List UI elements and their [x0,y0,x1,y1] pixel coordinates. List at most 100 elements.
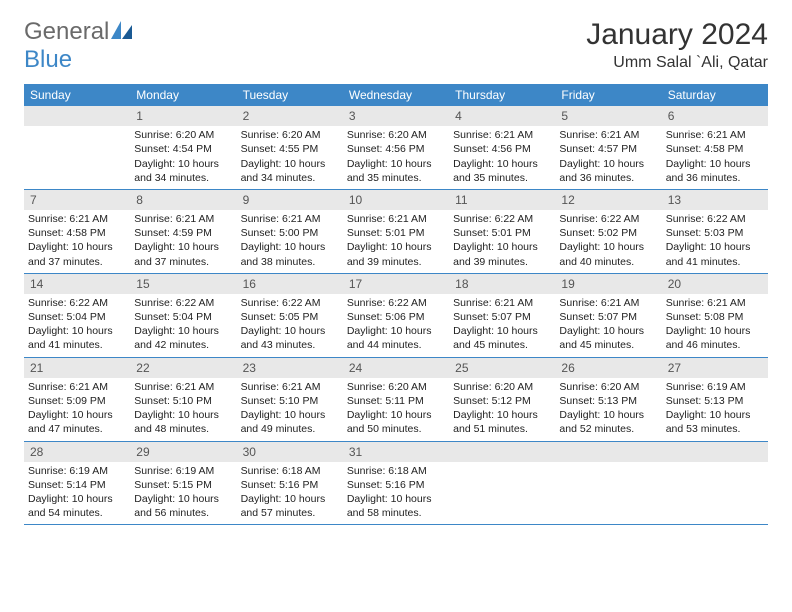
day-sunset: Sunset: 5:06 PM [347,310,445,324]
day-sunset: Sunset: 4:56 PM [453,142,551,156]
day-daylight1: Daylight: 10 hours [241,240,339,254]
day-daylight2: and 36 minutes. [666,171,764,185]
day-sunrise: Sunrise: 6:21 AM [241,212,339,226]
day-daylight1: Daylight: 10 hours [134,408,232,422]
day-cell: 29Sunrise: 6:19 AMSunset: 5:15 PMDayligh… [130,442,236,525]
day-sunrise: Sunrise: 6:21 AM [453,128,551,142]
week-row: 7Sunrise: 6:21 AMSunset: 4:58 PMDaylight… [24,190,768,274]
header: General January 2024 Umm Salal `Ali, Qat… [24,18,768,72]
day-body: Sunrise: 6:21 AMSunset: 5:10 PMDaylight:… [237,378,343,441]
day-sunrise: Sunrise: 6:21 AM [453,296,551,310]
day-daylight2: and 48 minutes. [134,422,232,436]
day-daylight1: Daylight: 10 hours [453,324,551,338]
day-cell: 8Sunrise: 6:21 AMSunset: 4:59 PMDaylight… [130,190,236,273]
day-daylight2: and 40 minutes. [559,255,657,269]
day-cell: 9Sunrise: 6:21 AMSunset: 5:00 PMDaylight… [237,190,343,273]
day-number: 20 [662,274,768,294]
day-body: Sunrise: 6:21 AMSunset: 4:58 PMDaylight:… [662,126,768,189]
day-daylight1: Daylight: 10 hours [241,324,339,338]
day-sunset: Sunset: 4:56 PM [347,142,445,156]
day-number: 18 [449,274,555,294]
logo: General [24,18,133,46]
day-number: 7 [24,190,130,210]
day-number: 14 [24,274,130,294]
day-cell: 11Sunrise: 6:22 AMSunset: 5:01 PMDayligh… [449,190,555,273]
day-number: 25 [449,358,555,378]
day-sunrise: Sunrise: 6:21 AM [28,380,126,394]
day-daylight2: and 46 minutes. [666,338,764,352]
day-cell: 19Sunrise: 6:21 AMSunset: 5:07 PMDayligh… [555,274,661,357]
day-daylight1: Daylight: 10 hours [559,324,657,338]
day-cell: 24Sunrise: 6:20 AMSunset: 5:11 PMDayligh… [343,358,449,441]
day-cell [662,442,768,525]
day-body: Sunrise: 6:20 AMSunset: 5:11 PMDaylight:… [343,378,449,441]
day-sunset: Sunset: 5:07 PM [453,310,551,324]
day-number: 5 [555,106,661,126]
day-number: 19 [555,274,661,294]
day-body: Sunrise: 6:20 AMSunset: 5:13 PMDaylight:… [555,378,661,441]
day-cell: 1Sunrise: 6:20 AMSunset: 4:54 PMDaylight… [130,106,236,189]
day-sunrise: Sunrise: 6:21 AM [28,212,126,226]
day-body: Sunrise: 6:21 AMSunset: 5:07 PMDaylight:… [449,294,555,357]
day-sunset: Sunset: 5:09 PM [28,394,126,408]
day-sunset: Sunset: 5:03 PM [666,226,764,240]
day-number: 8 [130,190,236,210]
day-body: Sunrise: 6:21 AMSunset: 4:56 PMDaylight:… [449,126,555,189]
day-cell: 25Sunrise: 6:20 AMSunset: 5:12 PMDayligh… [449,358,555,441]
day-daylight1: Daylight: 10 hours [28,492,126,506]
day-daylight2: and 39 minutes. [347,255,445,269]
day-sunrise: Sunrise: 6:21 AM [134,380,232,394]
day-sunrise: Sunrise: 6:20 AM [453,380,551,394]
day-sunrise: Sunrise: 6:20 AM [559,380,657,394]
calendar: SundayMondayTuesdayWednesdayThursdayFrid… [24,84,768,525]
weekday-header: Thursday [449,84,555,106]
day-cell: 27Sunrise: 6:19 AMSunset: 5:13 PMDayligh… [662,358,768,441]
day-sunset: Sunset: 5:13 PM [559,394,657,408]
day-body: Sunrise: 6:20 AMSunset: 4:55 PMDaylight:… [237,126,343,189]
day-daylight2: and 47 minutes. [28,422,126,436]
day-body: Sunrise: 6:18 AMSunset: 5:16 PMDaylight:… [237,462,343,525]
week-row: 21Sunrise: 6:21 AMSunset: 5:09 PMDayligh… [24,358,768,442]
day-daylight1: Daylight: 10 hours [347,240,445,254]
day-body: Sunrise: 6:21 AMSunset: 5:00 PMDaylight:… [237,210,343,273]
day-number: 10 [343,190,449,210]
weekday-header: Tuesday [237,84,343,106]
day-body: Sunrise: 6:22 AMSunset: 5:06 PMDaylight:… [343,294,449,357]
day-daylight2: and 50 minutes. [347,422,445,436]
day-daylight2: and 49 minutes. [241,422,339,436]
day-daylight2: and 36 minutes. [559,171,657,185]
day-cell: 28Sunrise: 6:19 AMSunset: 5:14 PMDayligh… [24,442,130,525]
day-daylight2: and 41 minutes. [666,255,764,269]
logo-text-1: General [24,18,109,46]
day-cell: 18Sunrise: 6:21 AMSunset: 5:07 PMDayligh… [449,274,555,357]
day-daylight1: Daylight: 10 hours [134,240,232,254]
day-sunset: Sunset: 5:04 PM [134,310,232,324]
day-daylight2: and 41 minutes. [28,338,126,352]
day-body: Sunrise: 6:21 AMSunset: 5:08 PMDaylight:… [662,294,768,357]
day-daylight1: Daylight: 10 hours [559,408,657,422]
day-sunset: Sunset: 5:05 PM [241,310,339,324]
day-sunset: Sunset: 5:10 PM [134,394,232,408]
day-sunrise: Sunrise: 6:22 AM [666,212,764,226]
day-daylight1: Daylight: 10 hours [134,157,232,171]
weekday-header: Saturday [662,84,768,106]
day-body: Sunrise: 6:21 AMSunset: 4:59 PMDaylight:… [130,210,236,273]
day-cell: 23Sunrise: 6:21 AMSunset: 5:10 PMDayligh… [237,358,343,441]
day-sunrise: Sunrise: 6:20 AM [347,380,445,394]
day-body: Sunrise: 6:19 AMSunset: 5:15 PMDaylight:… [130,462,236,525]
day-number-empty [24,106,130,126]
day-number-empty [555,442,661,462]
day-sunset: Sunset: 4:58 PM [666,142,764,156]
day-sunset: Sunset: 5:08 PM [666,310,764,324]
day-body: Sunrise: 6:21 AMSunset: 5:09 PMDaylight:… [24,378,130,441]
day-cell: 30Sunrise: 6:18 AMSunset: 5:16 PMDayligh… [237,442,343,525]
logo-text-2: Blue [24,46,72,74]
day-daylight2: and 35 minutes. [347,171,445,185]
day-sunset: Sunset: 5:12 PM [453,394,551,408]
day-daylight1: Daylight: 10 hours [134,324,232,338]
day-cell: 14Sunrise: 6:22 AMSunset: 5:04 PMDayligh… [24,274,130,357]
day-cell: 17Sunrise: 6:22 AMSunset: 5:06 PMDayligh… [343,274,449,357]
day-cell: 20Sunrise: 6:21 AMSunset: 5:08 PMDayligh… [662,274,768,357]
day-number: 21 [24,358,130,378]
day-daylight1: Daylight: 10 hours [666,408,764,422]
